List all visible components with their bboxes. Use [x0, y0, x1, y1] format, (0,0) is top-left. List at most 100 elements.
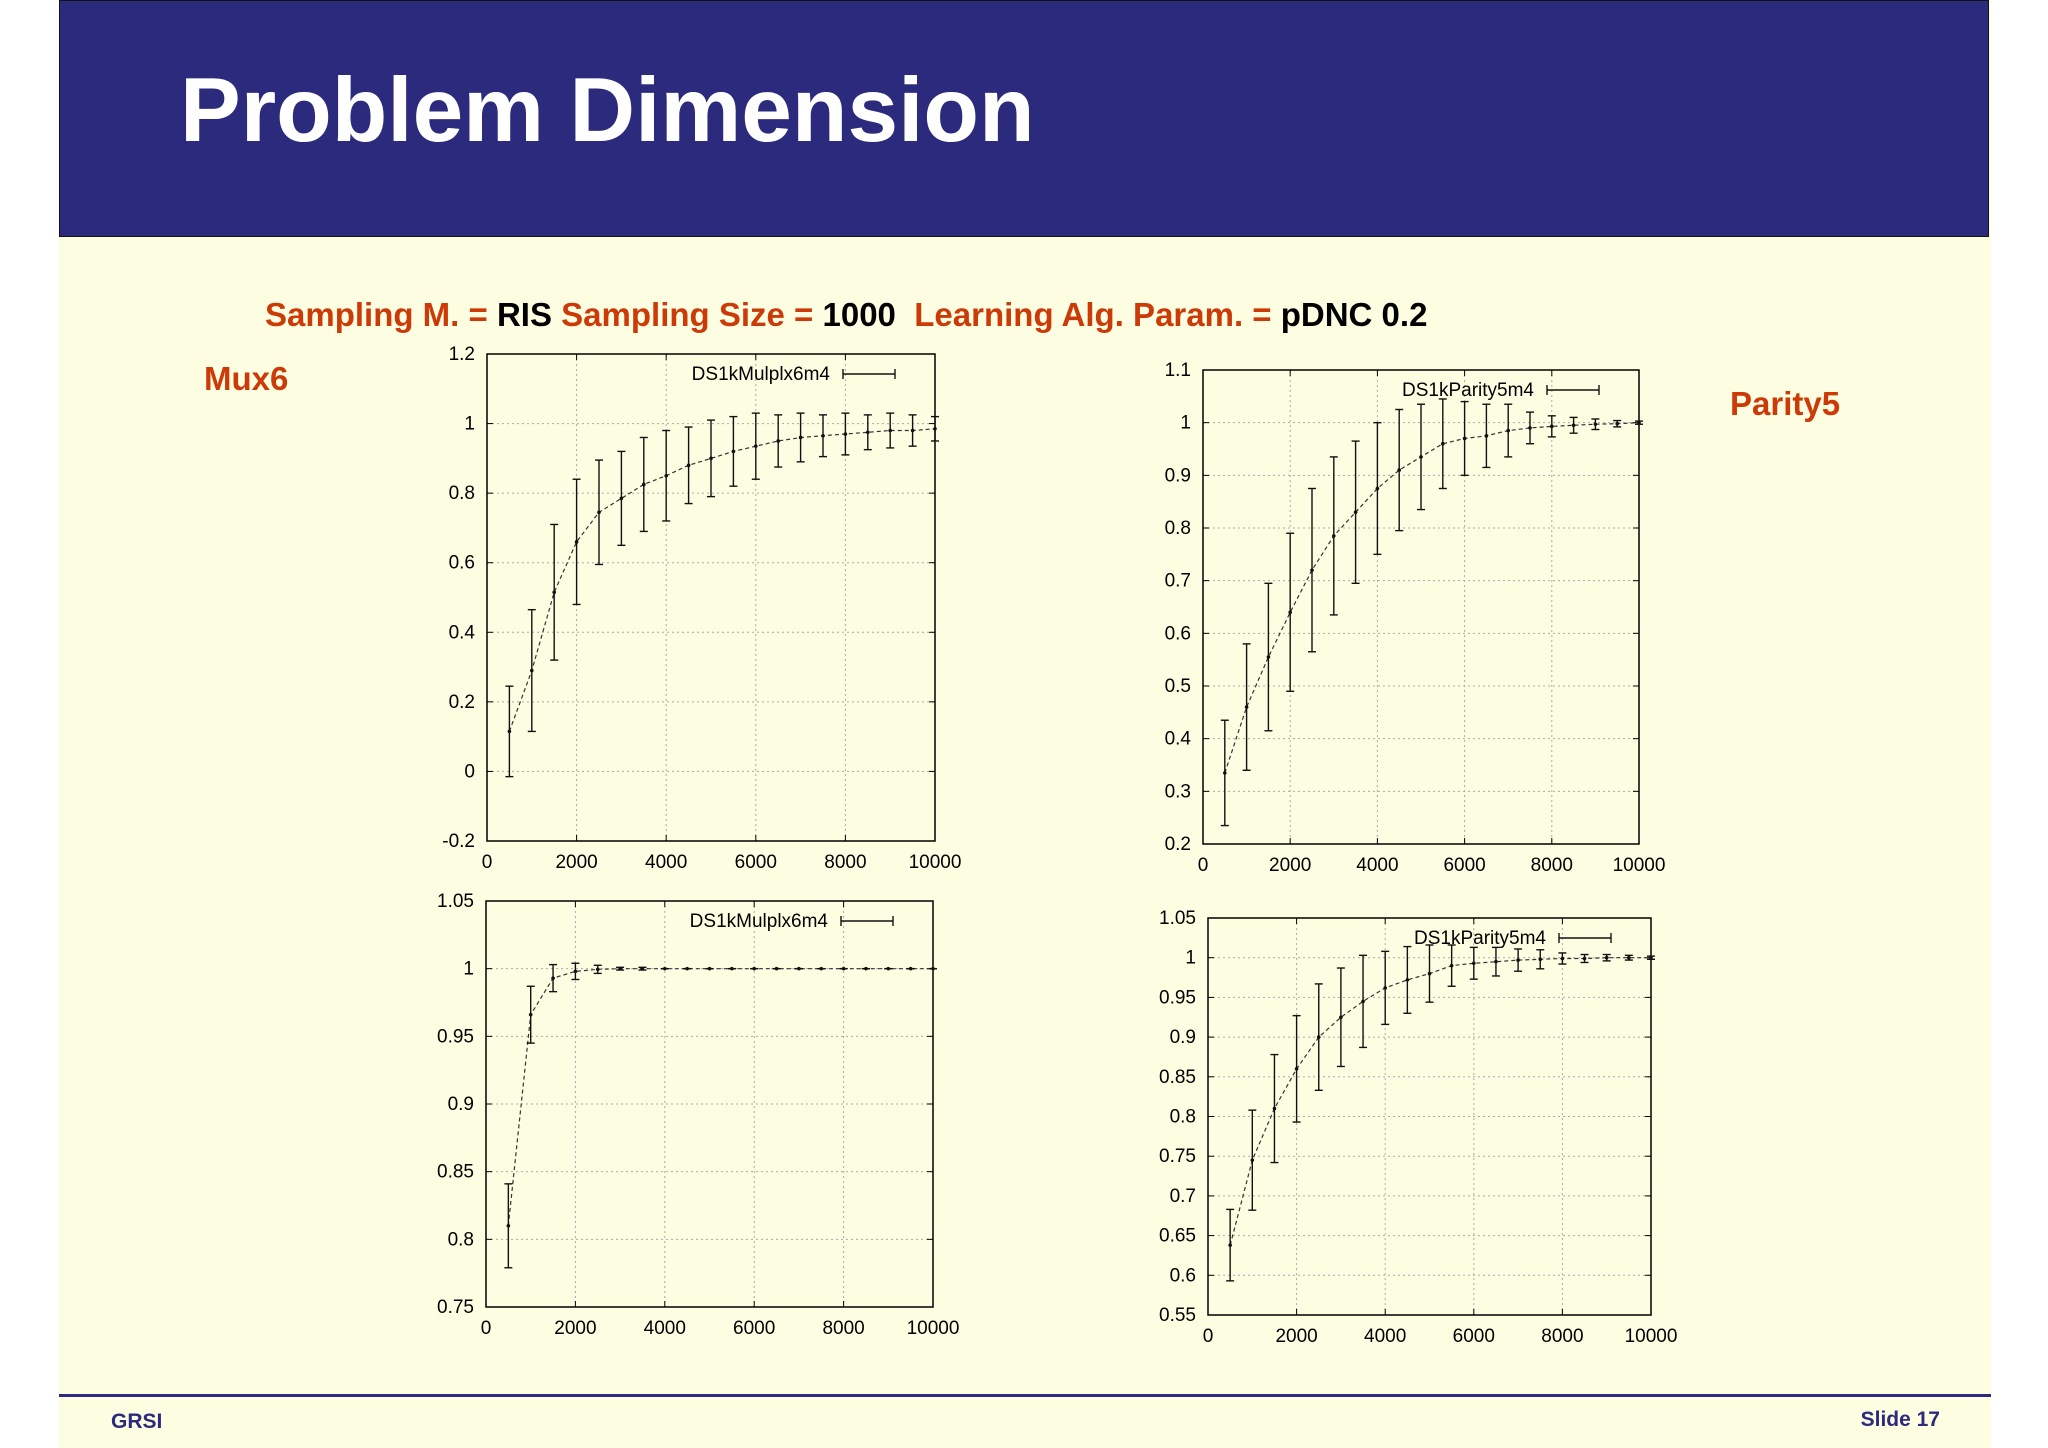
data-point [640, 966, 645, 971]
data-point [1353, 510, 1358, 514]
y-tick-label: 0.95 [437, 1026, 474, 1047]
data-point [595, 967, 600, 972]
data-point [552, 590, 556, 595]
y-tick-label: 0.6 [1170, 1265, 1196, 1286]
data-point [1528, 426, 1532, 430]
data-point [798, 435, 803, 440]
y-tick-label: 1.2 [449, 344, 475, 365]
data-point [1449, 963, 1454, 968]
data-point [1472, 961, 1476, 966]
data-point [574, 540, 579, 544]
x-tick-label: 6000 [1453, 1326, 1495, 1347]
y-tick-label: 0.7 [1170, 1186, 1196, 1207]
x-tick-label: 0 [1203, 1326, 1214, 1347]
chart-parity5-top: 0 2000 4000 6000 8000 10000 0.2 0.3 0.4 0.5 0.6 0.7… [1165, 360, 1666, 876]
y-tick-label: 0.9 [1165, 465, 1191, 486]
data-point [821, 433, 825, 438]
x-tick-label: 10000 [1625, 1326, 1678, 1347]
series-line [507, 968, 933, 1226]
x-tick-label: 2000 [1269, 855, 1311, 876]
y-tick-label: 0.6 [1165, 623, 1191, 644]
data-point [1361, 999, 1365, 1004]
data-point [1244, 705, 1249, 709]
data-point [1250, 1158, 1255, 1162]
y-tick-label: 0.85 [1159, 1067, 1196, 1088]
title-bar: Problem Dimension [59, 0, 1989, 237]
y-tick-label: 0.65 [1159, 1226, 1196, 1247]
data-point [709, 456, 713, 461]
data-point [1615, 421, 1619, 426]
x-tick-label: 8000 [1531, 855, 1573, 876]
data-point [664, 473, 668, 478]
x-tick-label: 8000 [822, 1318, 864, 1339]
chart-mux6-bottom: 0 2000 4000 6000 8000 10000 0.75 0.8 0.85 0.9 0.95… [437, 891, 959, 1339]
learning-param-label: Learning Alg. Param. = [914, 296, 1272, 333]
data-point [843, 432, 848, 436]
data-point [1462, 436, 1467, 441]
x-tick-label: 4000 [644, 1318, 686, 1339]
data-point [1484, 434, 1489, 438]
legend-label: DS1kMulplx6m4 [690, 911, 829, 932]
data-point [1419, 455, 1423, 459]
data-point [506, 1224, 511, 1228]
sampling-size-label: Sampling Size = [561, 296, 814, 333]
data-point [1593, 422, 1598, 427]
data-point [886, 966, 891, 971]
data-point [1405, 978, 1410, 982]
x-tick-label: 4000 [1356, 855, 1398, 876]
y-tick-label: 1 [1180, 413, 1191, 434]
series-line [508, 428, 936, 732]
data-point [1332, 534, 1336, 538]
data-point [754, 444, 758, 448]
data-point [663, 966, 667, 971]
data-point [1637, 420, 1641, 425]
data-point [888, 428, 892, 433]
data-point [1649, 955, 1653, 960]
chart-mux6-top: 0 2000 4000 6000 8000 10000 -0.2 0 0.2 0.4 0.6 0.8 1… [442, 344, 962, 873]
y-tick-label: 0.3 [1165, 781, 1191, 802]
x-tick-label: 6000 [1443, 855, 1485, 876]
footer-org: GRSI [111, 1410, 163, 1433]
slide-number: Slide 17 [1860, 1408, 1940, 1431]
y-tick-label: 1.05 [437, 891, 474, 912]
data-point [1397, 468, 1401, 472]
y-tick-label: 0.6 [449, 553, 475, 574]
data-point [731, 449, 736, 454]
y-tick-label: 0.55 [1159, 1305, 1196, 1326]
y-tick-label: 0.8 [449, 483, 475, 504]
data-point [1266, 655, 1271, 659]
data-point [1582, 956, 1587, 961]
x-tick-label: 10000 [1613, 855, 1666, 876]
data-point [1571, 423, 1576, 428]
x-tick-label: 6000 [733, 1318, 775, 1339]
y-tick-label: 0.85 [437, 1162, 474, 1183]
y-tick-label: 0.2 [1165, 834, 1191, 855]
y-tick-label: 0.7 [1165, 571, 1191, 592]
x-tick-label: 8000 [824, 852, 866, 873]
data-point [1375, 486, 1380, 491]
data-point [1604, 955, 1609, 960]
footer-divider [59, 1394, 1991, 1397]
plot-frame [485, 900, 934, 1308]
x-tick-label: 10000 [909, 852, 962, 873]
y-tick-label: 1 [463, 959, 474, 980]
legend-label: DS1kMulplx6m4 [692, 364, 831, 385]
data-point [841, 966, 846, 971]
data-point [1560, 956, 1565, 961]
data-point [1223, 771, 1227, 775]
x-tick-label: 0 [481, 1318, 492, 1339]
y-tick-label: 0.5 [1165, 676, 1191, 697]
data-point [1494, 959, 1498, 964]
plot-frame [1202, 369, 1640, 845]
data-point [618, 966, 622, 971]
data-point [707, 966, 712, 971]
data-point [619, 496, 624, 501]
data-point [1310, 568, 1314, 572]
x-tick-label: 4000 [1364, 1326, 1406, 1347]
data-point [551, 976, 555, 980]
data-point [1441, 441, 1445, 446]
slide-title: Problem Dimension [180, 60, 1035, 161]
legend-label: DS1kParity5m4 [1402, 380, 1534, 401]
y-tick-label: 0.4 [1165, 729, 1192, 750]
y-tick-label: 0.9 [448, 1094, 474, 1115]
